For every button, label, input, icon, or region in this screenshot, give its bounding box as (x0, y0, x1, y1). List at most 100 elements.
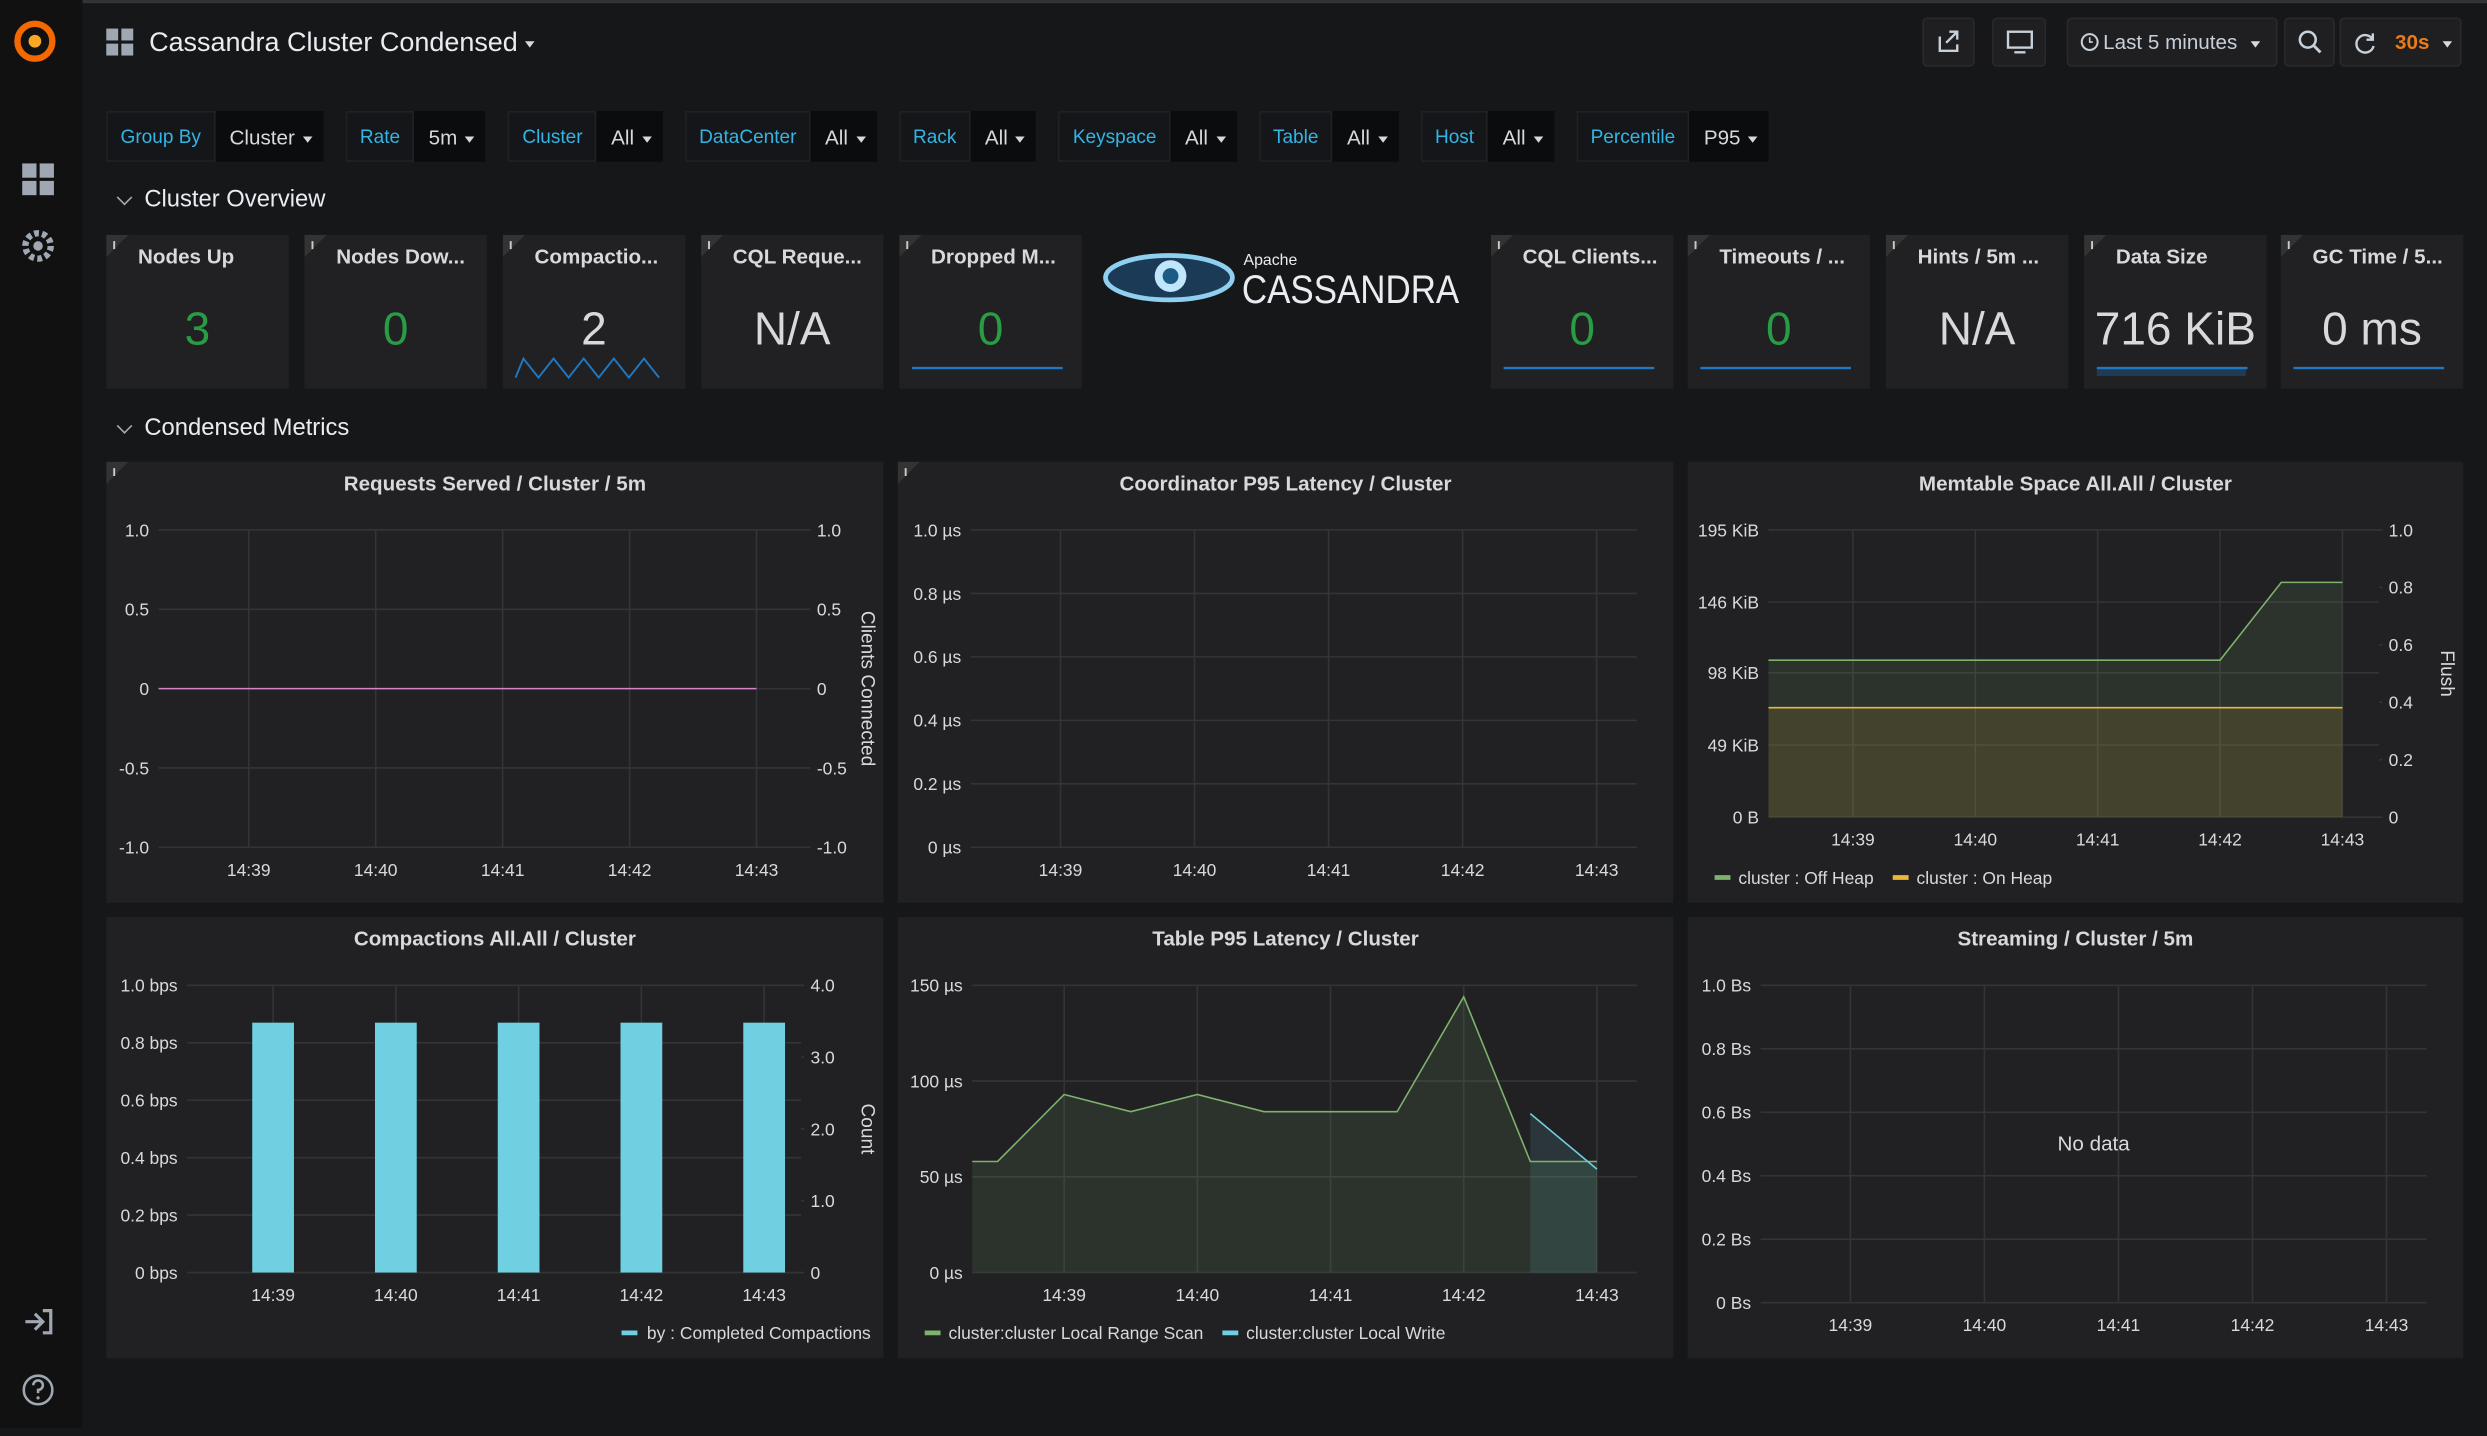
legend-label: cluster:cluster Local Write (1246, 1323, 1445, 1343)
template-variable[interactable]: Keyspace All (1058, 111, 1237, 162)
template-variable[interactable]: Rack All (898, 111, 1037, 162)
tv-mode-button[interactable] (1992, 17, 2047, 67)
y-tick-label: 0 B (1733, 807, 1759, 827)
y-tick-label: 0.8 µs (913, 584, 961, 604)
refresh-icon (2355, 33, 2375, 54)
corner (701, 234, 724, 258)
template-variable[interactable]: DataCenter All (684, 111, 877, 162)
help-icon[interactable] (22, 1374, 54, 1406)
x-tick-label: 14:39 (1039, 860, 1083, 880)
dashboard-title[interactable]: Cassandra Cluster Condensed (149, 27, 536, 59)
logo-small: Apache (1244, 252, 1298, 269)
time-picker[interactable]: Last 5 minutes (2066, 17, 2278, 67)
corner (1490, 234, 1514, 258)
panel-title: Memtable Space All.All / Cluster (1919, 472, 2232, 495)
x-tick-label: 14:43 (735, 860, 779, 880)
variable-value: All (596, 111, 663, 162)
stat-value: 0 (977, 304, 1004, 356)
variable-label: Rate (345, 111, 415, 162)
zoom-out-button[interactable] (2283, 17, 2335, 67)
x-tick-label: 14:42 (1442, 1285, 1486, 1305)
corner (304, 234, 327, 258)
panel-title: Compactions All.All / Cluster (354, 928, 636, 951)
series-line (1768, 581, 2343, 661)
bar (497, 1022, 540, 1273)
variable-value-text: Cluster (229, 125, 295, 150)
sign-in-icon[interactable] (25, 1309, 53, 1335)
share-icon (1938, 30, 1959, 52)
series-area (1768, 582, 2343, 818)
y2-tick-label: 0.2 (2389, 750, 2413, 770)
y2-tick-label: 0.6 (2389, 635, 2413, 655)
x-tick-label: 14:42 (1441, 860, 1485, 880)
y-tick-label: 0.4 µs (913, 711, 961, 731)
template-variable[interactable]: Table All (1258, 111, 1399, 162)
template-variable[interactable]: Percentile P95 (1576, 111, 1770, 162)
variable-label: Host (1420, 111, 1489, 162)
row-title[interactable]: Condensed Metrics (144, 414, 350, 442)
x-tick-label: 14:42 (2231, 1315, 2275, 1335)
row-title[interactable]: Cluster Overview (144, 185, 326, 213)
y-tick-label: 146 KiB (1698, 592, 1759, 612)
stat-value: 0 (1765, 304, 1792, 356)
x-tick-label: 14:41 (481, 860, 525, 880)
stat-title: Compactio... (534, 244, 659, 269)
stat-panel: Timeouts / ... 0 (1687, 234, 1871, 389)
template-variable[interactable]: Host All (1420, 111, 1555, 162)
row-chevron[interactable] (116, 189, 133, 206)
info-corner (1885, 234, 1909, 258)
stat-value: 3 (184, 304, 211, 356)
sparkline (2293, 366, 2445, 370)
x-tick-label: 14:40 (1176, 1285, 1220, 1305)
no-data: No data (2058, 1132, 2131, 1155)
row-chevron[interactable] (116, 418, 133, 434)
y2-tick-label: 0.4 (2389, 693, 2414, 713)
grafana-logo[interactable] (14, 20, 56, 62)
corner (502, 234, 525, 258)
share-button[interactable] (1922, 17, 1975, 67)
stat-value: 2 (581, 304, 607, 356)
stat-title: Dropped M... (931, 244, 1056, 269)
dashboards-icon[interactable] (22, 163, 54, 196)
variable-value-text: All (1184, 125, 1208, 150)
y-tick-label: 150 µs (910, 976, 963, 996)
panel-title: Streaming / Cluster / 5m (1957, 928, 2193, 951)
variable-label: Percentile (1576, 111, 1690, 162)
variable-label: Group By (106, 111, 216, 162)
template-variable[interactable]: Group By Cluster (106, 111, 324, 162)
stat-title: Timeouts / ... (1719, 244, 1845, 269)
x-tick-label: 14:43 (1575, 1285, 1619, 1305)
variable-value: All (1488, 111, 1555, 162)
variable-value: All (970, 111, 1037, 162)
variable-label: Keyspace (1058, 111, 1171, 162)
stat-panel: Data Size 716 KiB (2084, 234, 2267, 389)
refresh-picker[interactable]: 30s (2339, 17, 2462, 67)
settings-icon[interactable] (22, 230, 54, 262)
template-variable[interactable]: Rate 5m (345, 111, 486, 162)
stat-panel: CQL Clients... 0 (1490, 234, 1674, 389)
series-area (1768, 707, 2343, 818)
stat-title: Nodes Dow... (336, 244, 465, 269)
corner (1885, 234, 1909, 258)
stat-title: CQL Clients... (1522, 244, 1658, 269)
variable-value-text: All (984, 125, 1008, 150)
y-tick-label: 100 µs (910, 1071, 963, 1091)
x-tick-label: 14:39 (251, 1285, 295, 1305)
y2-tick-label: 1.0 (817, 520, 842, 540)
y-tick-label: 0.4 Bs (1702, 1166, 1752, 1186)
template-variable[interactable]: Cluster All (508, 111, 663, 162)
y-tick-label: 1.0 Bs (1702, 976, 1752, 996)
x-tick-label: 14:40 (1953, 830, 1997, 850)
dropdown-caret (1215, 135, 1226, 143)
x-tick-label: 14:39 (1831, 830, 1875, 850)
x-tick-label: 14:40 (354, 860, 398, 880)
y-tick-label: 50 µs (920, 1167, 963, 1187)
x-tick-label: 14:41 (2097, 1315, 2141, 1335)
legend-label: cluster : On Heap (1917, 868, 2053, 888)
panel-title: Table P95 Latency / Cluster (1152, 928, 1418, 951)
zoom-icon (2298, 30, 2322, 54)
x-tick-label: 14:39 (1042, 1285, 1086, 1305)
y2-tick-label: 0.5 (817, 600, 841, 620)
stat-value: 0 (382, 304, 409, 356)
variable-value: 5m (414, 111, 486, 162)
